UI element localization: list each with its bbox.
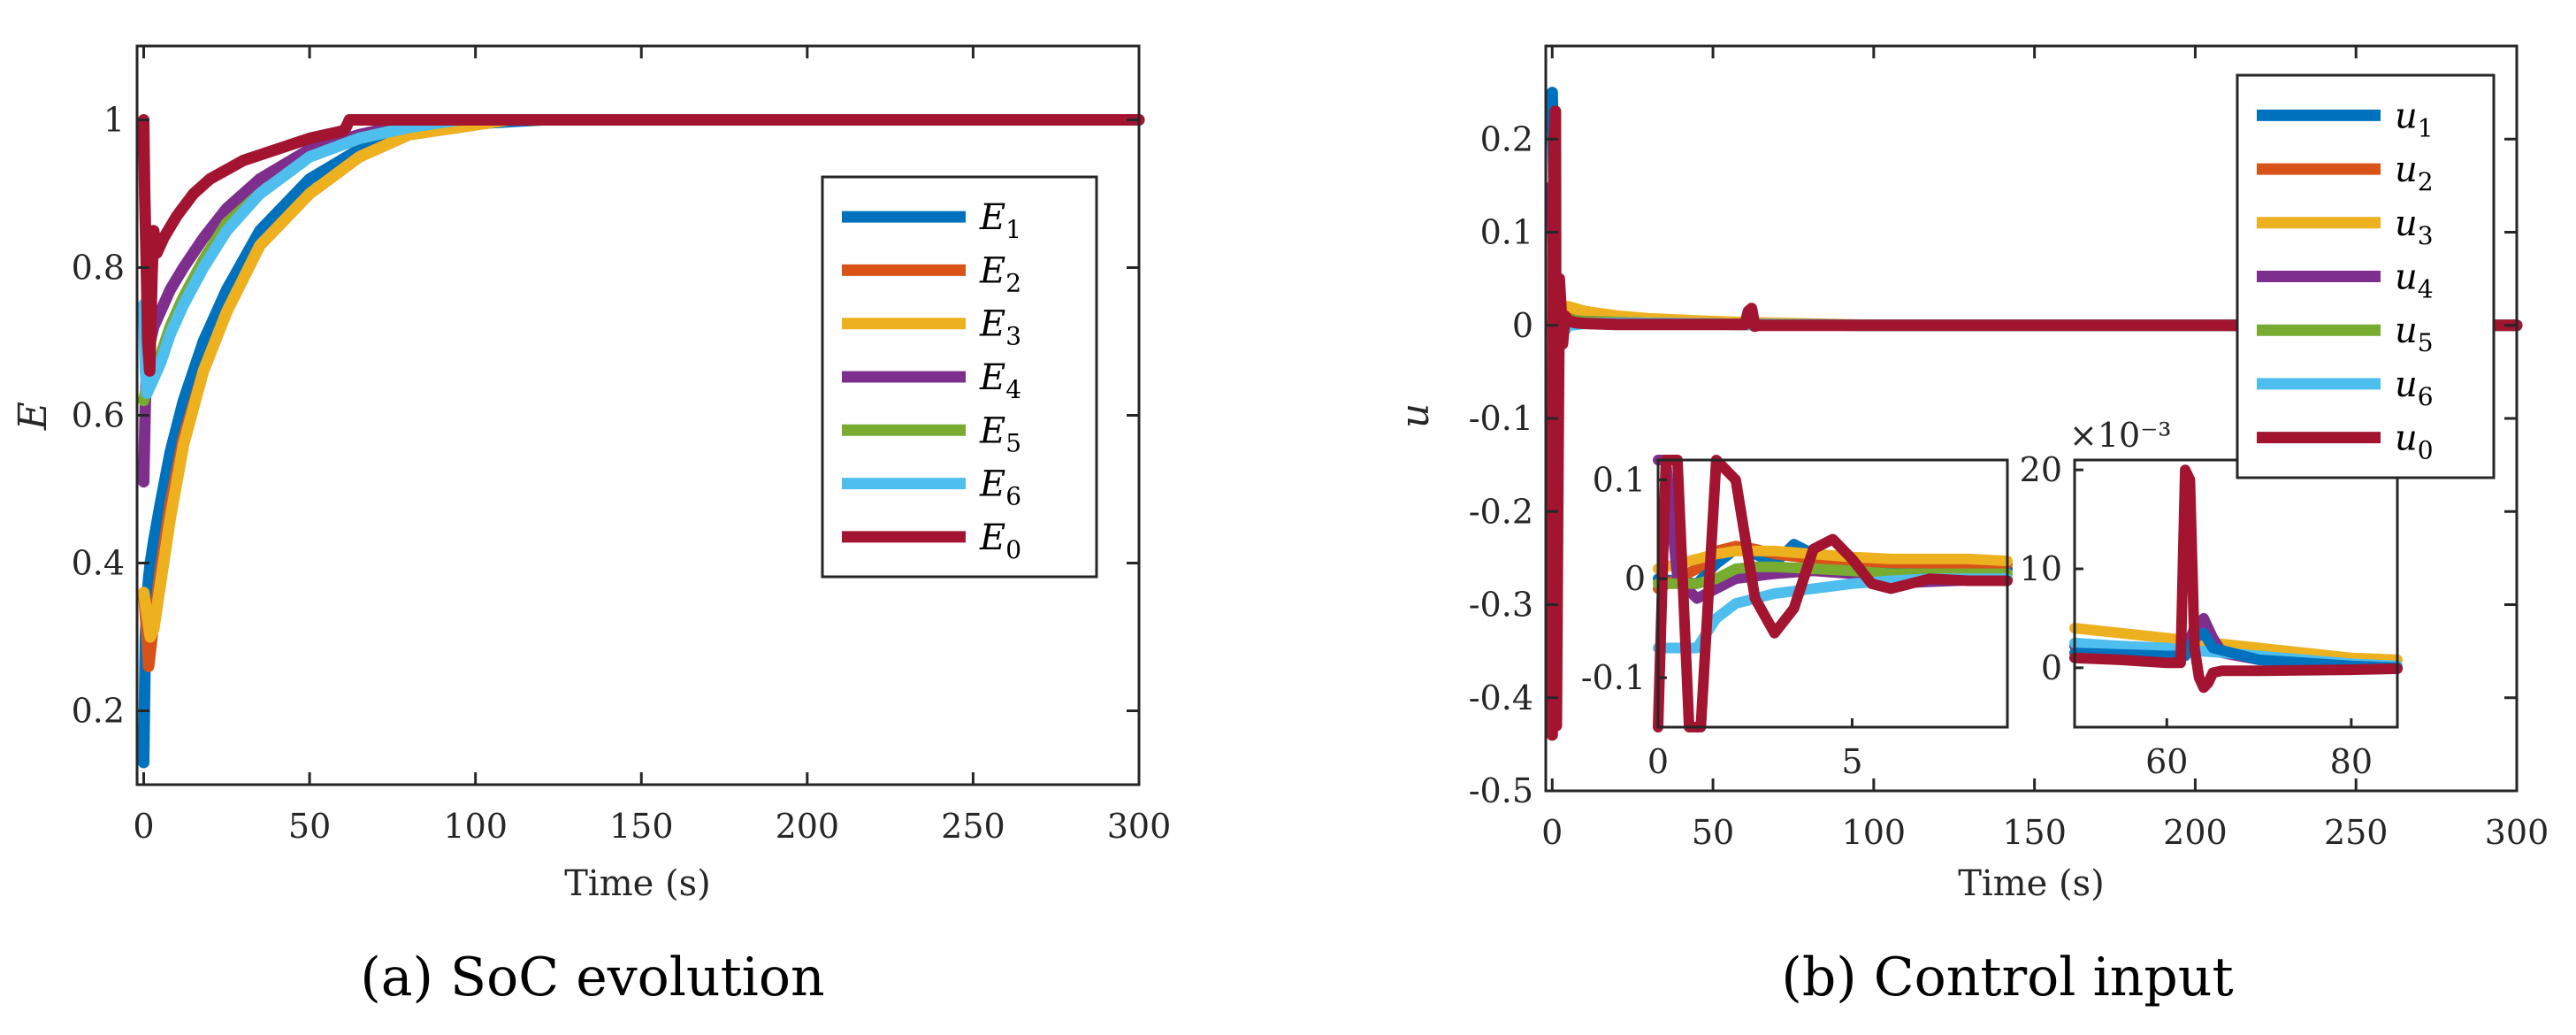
soc-x-tick-label: 50 — [288, 807, 331, 846]
soc-y-tick-label: 0.6 — [72, 396, 125, 435]
inset-early-y-tick-label: 0.1 — [1593, 460, 1646, 499]
control-y-tick-label: 0.1 — [1480, 213, 1533, 252]
control-x-axis-label: Time (s) — [1958, 863, 2105, 904]
inset-spike-chart: 60 80 20 10 0 ×10⁻³ — [2020, 416, 2403, 781]
soc-x-tick-label: 250 — [941, 807, 1005, 846]
soc-x-tick-label: 200 — [776, 807, 840, 846]
soc-legend: E1 E2 E3 E4 E5 E6 E0 — [821, 175, 1098, 579]
inset-spike-multiplier: ×10⁻³ — [2069, 416, 2171, 455]
soc-legend-label-E6: E6 — [979, 464, 1021, 511]
control-x-tick-label: 300 — [2485, 813, 2549, 852]
control-y-tick-label: -0.1 — [1469, 399, 1533, 438]
control-legend-label-u6: u6 — [2395, 364, 2434, 411]
soc-legend-label-E3: E3 — [979, 304, 1021, 351]
control-chart: 0 50 100 150 200 250 3000.20.10-0.1-0.2-0.3-0.… — [1393, 44, 2549, 904]
inset-early-series-group — [1653, 455, 2013, 732]
control-series-group — [1546, 87, 2523, 741]
caption-control-input: (b) Control input — [1781, 947, 2233, 1008]
control-legend: u1 u2 u3 u4 u5 u6 u0 — [2236, 73, 2496, 479]
control-x-tick-label: 200 — [2163, 813, 2228, 852]
inset-early-line-u3 — [1653, 545, 2013, 574]
inset-spike-x-tick-label: 60 — [2145, 742, 2188, 781]
control-legend-label-u4: u4 — [2395, 257, 2434, 304]
soc-chart: 0 50 100 150 200 250 300 0.2 0.4 0.6 0.8 1 Time (s)… — [11, 44, 1172, 904]
control-x-tick-label: 150 — [2002, 813, 2067, 852]
control-y-tick-label: -0.5 — [1469, 771, 1533, 810]
inset-early-chart: 0 5 0.1 0 -0.1 — [1581, 455, 2013, 781]
inset-early-frame — [1656, 458, 2009, 729]
inset-spike-y-tick-label: 0 — [2041, 648, 2062, 687]
inset-spike-x-tick-label: 80 — [2330, 742, 2373, 781]
control-legend-label-u0: u0 — [2395, 418, 2434, 465]
inset-spike-y-tick-label: 10 — [2020, 549, 2062, 588]
soc-x-tick-label: 100 — [443, 807, 508, 846]
soc-x-tick-label: 150 — [609, 807, 674, 846]
control-x-tick-label: 50 — [1692, 813, 1734, 852]
inset-early-y-tick-label: -0.1 — [1581, 658, 1646, 697]
soc-legend-label-E1: E1 — [979, 197, 1021, 244]
control-legend-label-u2: u2 — [2395, 150, 2434, 196]
control-legend-label-u5: u5 — [2395, 310, 2434, 357]
control-y-tick-label: 0 — [1512, 306, 1533, 345]
soc-legend-label-E4: E4 — [979, 357, 1021, 404]
control-line-u0 — [1546, 105, 2523, 741]
soc-x-tick-label: 300 — [1107, 807, 1172, 846]
inset-spike-line-u1 — [2069, 627, 2403, 673]
control-y-tick-label: 0.2 — [1480, 119, 1533, 158]
inset-early-ticks: 0 5 0.1 0 -0.1 — [1581, 460, 1863, 781]
soc-y-tick-label: 0.2 — [72, 692, 125, 731]
inset-spike-series-group — [2069, 464, 2403, 694]
soc-legend-label-E5: E5 — [979, 410, 1021, 457]
control-y-axis-label: u — [1393, 403, 1438, 428]
soc-y-tick-label: 0.4 — [72, 544, 125, 583]
inset-early-x-tick-label: 0 — [1647, 742, 1669, 781]
control-y-tick-label: -0.4 — [1469, 678, 1533, 717]
soc-legend-label-E0: E0 — [979, 518, 1021, 564]
soc-y-tick-label: 1 — [103, 101, 125, 140]
soc-y-tick-label: 0.8 — [72, 249, 125, 288]
soc-series-group — [138, 114, 1145, 769]
soc-x-axis-label: Time (s) — [564, 863, 711, 904]
inset-early-x-tick-label: 5 — [1841, 742, 1862, 781]
soc-ticks: 0 50 100 150 200 250 300 0.2 0.4 0.6 0.8 1 — [72, 46, 1172, 846]
control-y-tick-label: -0.2 — [1469, 492, 1533, 531]
soc-x-tick-label: 0 — [133, 807, 154, 846]
control-ticks: 0 50 100 150 200 250 3000.20.10-0.1-0.2-0.3-0.… — [1469, 46, 2549, 852]
inset-spike-ticks: 60 80 20 10 0 — [2020, 450, 2373, 781]
soc-line-E0 — [138, 114, 1145, 377]
control-y-tick-label: -0.3 — [1469, 586, 1533, 625]
caption-soc-evolution: (a) SoC evolution — [360, 947, 824, 1008]
control-legend-label-u3: u3 — [2395, 203, 2434, 250]
soc-legend-label-E2: E2 — [979, 250, 1021, 297]
control-x-tick-label: 0 — [1541, 813, 1563, 852]
inset-spike-y-tick-label: 20 — [2020, 450, 2062, 489]
inset-spike-background — [2075, 460, 2397, 727]
inset-early-y-tick-label: 0 — [1624, 559, 1646, 598]
control-x-tick-label: 100 — [1842, 813, 1907, 852]
inset-spike-line-u0 — [2069, 464, 2403, 694]
control-legend-label-u1: u1 — [2395, 96, 2434, 142]
soc-y-axis-label: E — [11, 402, 56, 431]
control-x-tick-label: 250 — [2324, 813, 2389, 852]
